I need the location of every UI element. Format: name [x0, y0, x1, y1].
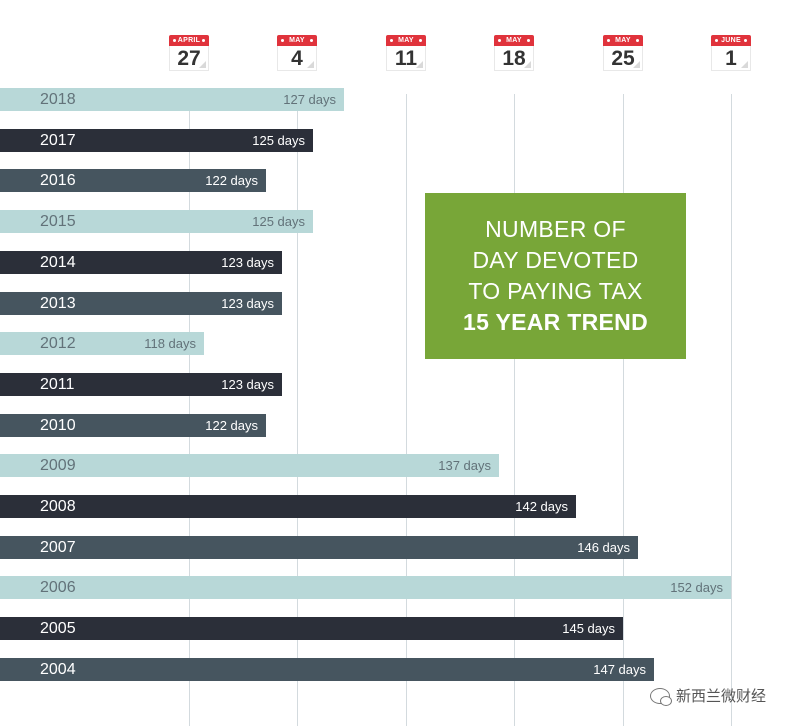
- watermark-text: 新西兰微财经: [675, 688, 766, 705]
- bar-value-label: 122 days: [205, 173, 258, 188]
- calendar-tick-day: 25: [603, 46, 643, 71]
- calendar-tick-icon: MAY 11: [386, 35, 428, 73]
- calendar-tick-icon: MAY 25: [603, 35, 645, 73]
- bar-value-label: 125 days: [252, 214, 305, 229]
- bar-2004: 2004 147 days: [0, 658, 654, 681]
- bar-value-label: 123 days: [221, 377, 274, 392]
- gridline: [297, 94, 298, 726]
- title-line-1: NUMBER OF: [485, 216, 626, 242]
- calendar-tick-month: MAY: [603, 35, 643, 46]
- watermark: 新西兰微财经: [649, 685, 766, 706]
- bar-year-label: 2009: [40, 457, 76, 474]
- bar-2011: 2011 123 days: [0, 373, 282, 396]
- bar-year-label: 2014: [40, 254, 76, 271]
- wechat-icon: [649, 687, 672, 706]
- bar-year-label: 2008: [40, 498, 76, 515]
- bar-2014: 2014 123 days: [0, 251, 282, 274]
- bar-2010: 2010 122 days: [0, 414, 266, 437]
- title-highlight: 15 YEAR TREND: [463, 309, 648, 335]
- calendar-tick-day: 11: [386, 46, 426, 71]
- bar-value-label: 137 days: [438, 458, 491, 473]
- bar-2012: 2012 118 days: [0, 332, 204, 355]
- gridline: [406, 94, 407, 726]
- calendar-tick-month: MAY: [386, 35, 426, 46]
- calendar-fold: [199, 61, 206, 68]
- title-line-3: TO PAYING TAX: [468, 278, 643, 304]
- bar-value-label: 122 days: [205, 418, 258, 433]
- calendar-fold: [741, 61, 748, 68]
- calendar-tick-icon: MAY 18: [494, 35, 536, 73]
- calendar-tick-day: 27: [169, 46, 209, 71]
- calendar-tick-month: MAY: [277, 35, 317, 46]
- bar-value-label: 125 days: [252, 133, 305, 148]
- bar-year-label: 2017: [40, 132, 76, 149]
- calendar-tick-day: 4: [277, 46, 317, 71]
- gridline: [623, 94, 624, 726]
- bar-value-label: 118 days: [144, 336, 196, 351]
- bar-year-label: 2016: [40, 172, 76, 189]
- calendar-tick-icon: JUNE 1: [711, 35, 753, 73]
- calendar-fold: [633, 61, 640, 68]
- calendar-tick-day: 18: [494, 46, 534, 71]
- bar-value-label: 123 days: [221, 255, 274, 270]
- bar-value-label: 146 days: [577, 540, 630, 555]
- calendar-fold: [307, 61, 314, 68]
- bar-2007: 2007 146 days: [0, 536, 638, 559]
- bar-year-label: 2006: [40, 579, 76, 596]
- calendar-tick-month: MAY: [494, 35, 534, 46]
- calendar-tick-icon: APRIL 27: [169, 35, 211, 73]
- calendar-tick-day: 1: [711, 46, 751, 71]
- bar-2006: 2006 152 days: [0, 576, 731, 599]
- calendar-fold: [524, 61, 531, 68]
- bar-year-label: 2004: [40, 661, 76, 678]
- gridline: [514, 94, 515, 726]
- gridline: [731, 94, 732, 726]
- bar-value-label: 123 days: [221, 296, 274, 311]
- chart-title-box: NUMBER OF DAY DEVOTED TO PAYING TAX 15 Y…: [425, 193, 686, 359]
- bar-value-label: 142 days: [515, 499, 568, 514]
- bar-year-label: 2011: [40, 376, 75, 393]
- bar-value-label: 152 days: [670, 580, 723, 595]
- bar-2015: 2015 125 days: [0, 210, 313, 233]
- title-line-2: DAY DEVOTED: [472, 247, 639, 273]
- bar-2017: 2017 125 days: [0, 129, 313, 152]
- calendar-tick-month: JUNE: [711, 35, 751, 46]
- calendar-tick-month: APRIL: [169, 35, 209, 46]
- bar-2009: 2009 137 days: [0, 454, 499, 477]
- bar-2005: 2005 145 days: [0, 617, 623, 640]
- bar-year-label: 2012: [40, 335, 76, 352]
- bar-2016: 2016 122 days: [0, 169, 266, 192]
- bar-2013: 2013 123 days: [0, 292, 282, 315]
- gridline: [189, 94, 190, 726]
- bar-year-label: 2010: [40, 417, 76, 434]
- bar-year-label: 2015: [40, 213, 76, 230]
- bar-year-label: 2007: [40, 539, 76, 556]
- bar-value-label: 145 days: [562, 621, 615, 636]
- bar-year-label: 2013: [40, 295, 76, 312]
- calendar-tick-icon: MAY 4: [277, 35, 319, 73]
- calendar-fold: [416, 61, 423, 68]
- bar-value-label: 127 days: [283, 92, 336, 107]
- bar-year-label: 2018: [40, 91, 76, 108]
- bar-2018: 2018 127 days: [0, 88, 344, 111]
- bar-year-label: 2005: [40, 620, 76, 637]
- bar-2008: 2008 142 days: [0, 495, 576, 518]
- bar-value-label: 147 days: [593, 662, 646, 677]
